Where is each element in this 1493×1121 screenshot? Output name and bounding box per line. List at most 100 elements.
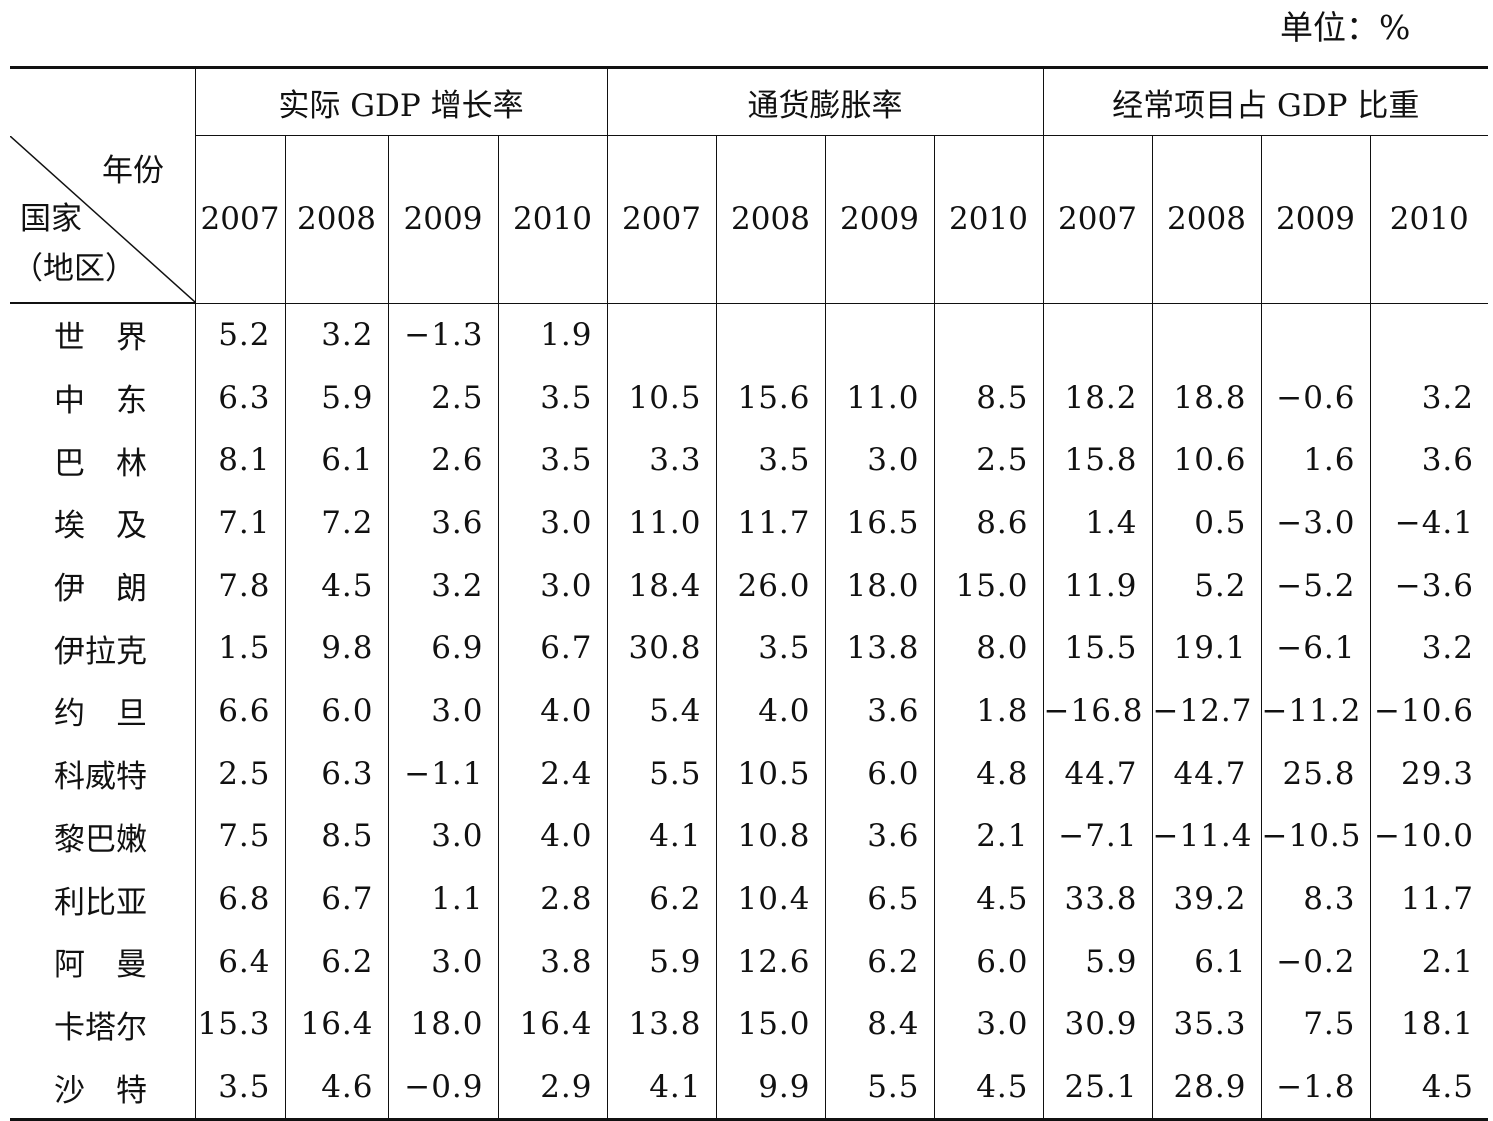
group-header-gdp-growth: 实际 GDP 增长率 bbox=[194, 69, 608, 136]
value-cell: 6.3 bbox=[194, 366, 285, 429]
value-cell: 16.4 bbox=[284, 993, 388, 1056]
value-cell: 6.7 bbox=[497, 616, 607, 680]
country-cell: 利比亚 bbox=[54, 884, 147, 921]
value-cell: 8.6 bbox=[933, 491, 1043, 555]
value-cell: 6.2 bbox=[606, 867, 716, 931]
value-cell: 2.8 bbox=[497, 867, 607, 931]
value-cell: −3.0 bbox=[1260, 491, 1370, 555]
value-cell: 28.9 bbox=[1151, 1055, 1261, 1121]
value-cell: −12.7 bbox=[1151, 679, 1261, 743]
value-cell: 30.9 bbox=[1042, 993, 1152, 1056]
value-cell: 6.2 bbox=[824, 930, 934, 994]
year-header: 2008 bbox=[715, 135, 825, 304]
value-cell: 1.4 bbox=[1042, 491, 1152, 555]
value-cell: 8.5 bbox=[284, 805, 388, 868]
value-cell: 5.5 bbox=[824, 1055, 934, 1121]
year-header: 2007 bbox=[194, 135, 285, 304]
value-cell: 2.5 bbox=[933, 428, 1043, 492]
group-header-inflation: 通货膨胀率 bbox=[607, 69, 1044, 136]
year-header: 2007 bbox=[606, 135, 716, 304]
value-cell bbox=[715, 303, 825, 367]
value-cell: 7.8 bbox=[194, 554, 285, 617]
value-cell: 3.0 bbox=[824, 428, 934, 492]
value-cell: 35.3 bbox=[1151, 993, 1261, 1056]
table-row: 沙 特 3.5 4.6 −0.9 2.9 4.1 9.9 5.5 4.5 25.1 28.9 −1.8… bbox=[10, 1055, 1488, 1121]
value-cell: 4.5 bbox=[1369, 1055, 1488, 1121]
value-cell: 3.2 bbox=[1369, 616, 1488, 680]
value-cell: 15.5 bbox=[1042, 616, 1152, 680]
value-cell: 5.9 bbox=[606, 930, 716, 994]
value-cell bbox=[1369, 303, 1488, 367]
value-cell: −0.2 bbox=[1260, 930, 1370, 994]
value-cell: 29.3 bbox=[1369, 742, 1488, 805]
table-row: 利比亚 6.8 6.7 1.1 2.8 6.2 10.4 6.5 4.5 33.8 39.2 8.3 1… bbox=[10, 867, 1488, 931]
value-cell: 4.1 bbox=[606, 1055, 716, 1121]
table-row: 卡塔尔 15.3 16.4 18.0 16.4 13.8 15.0 8.4 3.0 30.9 35.… bbox=[10, 993, 1488, 1056]
value-cell: 4.5 bbox=[933, 867, 1043, 931]
country-cell: 伊 朗 bbox=[54, 571, 147, 608]
value-cell: 6.3 bbox=[284, 742, 388, 805]
value-cell: 1.1 bbox=[387, 867, 498, 931]
value-cell: 3.0 bbox=[933, 993, 1043, 1056]
value-cell: 6.4 bbox=[194, 930, 285, 994]
value-cell: 3.0 bbox=[387, 679, 498, 743]
value-cell: 10.6 bbox=[1151, 428, 1261, 492]
value-cell: 7.2 bbox=[284, 491, 388, 555]
country-cell: 中 东 bbox=[54, 383, 147, 420]
value-cell bbox=[1260, 303, 1370, 367]
value-cell: 3.0 bbox=[497, 491, 607, 555]
value-cell: 6.1 bbox=[284, 428, 388, 492]
value-cell: 3.0 bbox=[387, 805, 498, 868]
value-cell: 4.8 bbox=[933, 742, 1043, 805]
year-header: 2008 bbox=[284, 135, 388, 304]
value-cell: −1.3 bbox=[387, 303, 498, 367]
value-cell: 26.0 bbox=[715, 554, 825, 617]
value-cell: 8.1 bbox=[194, 428, 285, 492]
table-row: 约 旦 6.6 6.0 3.0 4.0 5.4 4.0 3.6 1.8 −16.8 −12.7 −11… bbox=[10, 679, 1488, 743]
value-cell: 4.1 bbox=[606, 805, 716, 868]
value-cell: 3.5 bbox=[194, 1055, 285, 1121]
value-cell: −1.8 bbox=[1260, 1055, 1370, 1121]
country-cell: 阿 曼 bbox=[54, 947, 147, 984]
value-cell: 3.6 bbox=[824, 679, 934, 743]
year-header: 2010 bbox=[497, 135, 607, 304]
value-cell: 1.6 bbox=[1260, 428, 1370, 492]
value-cell: 8.0 bbox=[933, 616, 1043, 680]
value-cell: 25.1 bbox=[1042, 1055, 1152, 1121]
value-cell: 5.2 bbox=[194, 303, 285, 367]
value-cell: 7.1 bbox=[194, 491, 285, 555]
value-cell: 1.8 bbox=[933, 679, 1043, 743]
value-cell: −0.6 bbox=[1260, 366, 1370, 429]
value-cell: −3.6 bbox=[1369, 554, 1488, 617]
unit-label: 单位：% bbox=[1280, 8, 1411, 47]
economic-indicators-table: 实际 GDP 增长率 通货膨胀率 经常项目占 GDP 比重 年份 国家 （地区）… bbox=[10, 66, 1488, 1121]
value-cell: 18.2 bbox=[1042, 366, 1152, 429]
country-cell: 巴 林 bbox=[54, 445, 147, 482]
value-cell: 10.4 bbox=[715, 867, 825, 931]
value-cell: −16.8 bbox=[1042, 679, 1152, 743]
value-cell: 9.9 bbox=[715, 1055, 825, 1121]
value-cell: −11.4 bbox=[1151, 805, 1261, 868]
value-cell: −10.5 bbox=[1260, 805, 1370, 868]
table-row: 中 东 6.3 5.9 2.5 3.5 10.5 15.6 11.0 8.5 18.2 18.8 −0… bbox=[10, 366, 1488, 429]
value-cell: −11.2 bbox=[1260, 679, 1370, 743]
group-header-row: 实际 GDP 增长率 通货膨胀率 经常项目占 GDP 比重 bbox=[10, 69, 1488, 136]
corner-country-label: 国家 bbox=[20, 200, 82, 237]
value-cell: 11.0 bbox=[824, 366, 934, 429]
value-cell: 2.5 bbox=[387, 366, 498, 429]
year-header: 2010 bbox=[933, 135, 1043, 304]
value-cell: 8.5 bbox=[933, 366, 1043, 429]
table-row: 伊 朗 7.8 4.5 3.2 3.0 18.4 26.0 18.0 15.0 11.9 5.2 −5… bbox=[10, 554, 1488, 617]
year-header: 2009 bbox=[824, 135, 934, 304]
value-cell: 3.2 bbox=[387, 554, 498, 617]
country-cell: 黎巴嫩 bbox=[54, 821, 147, 858]
value-cell: 2.1 bbox=[933, 805, 1043, 868]
value-cell: 8.3 bbox=[1260, 867, 1370, 931]
value-cell: 4.5 bbox=[933, 1055, 1043, 1121]
value-cell: 5.9 bbox=[284, 366, 388, 429]
value-cell: 3.5 bbox=[715, 428, 825, 492]
blank-corner-top bbox=[10, 69, 195, 136]
value-cell: 3.6 bbox=[387, 491, 498, 555]
value-cell: −4.1 bbox=[1369, 491, 1488, 555]
value-cell: 2.9 bbox=[497, 1055, 607, 1121]
